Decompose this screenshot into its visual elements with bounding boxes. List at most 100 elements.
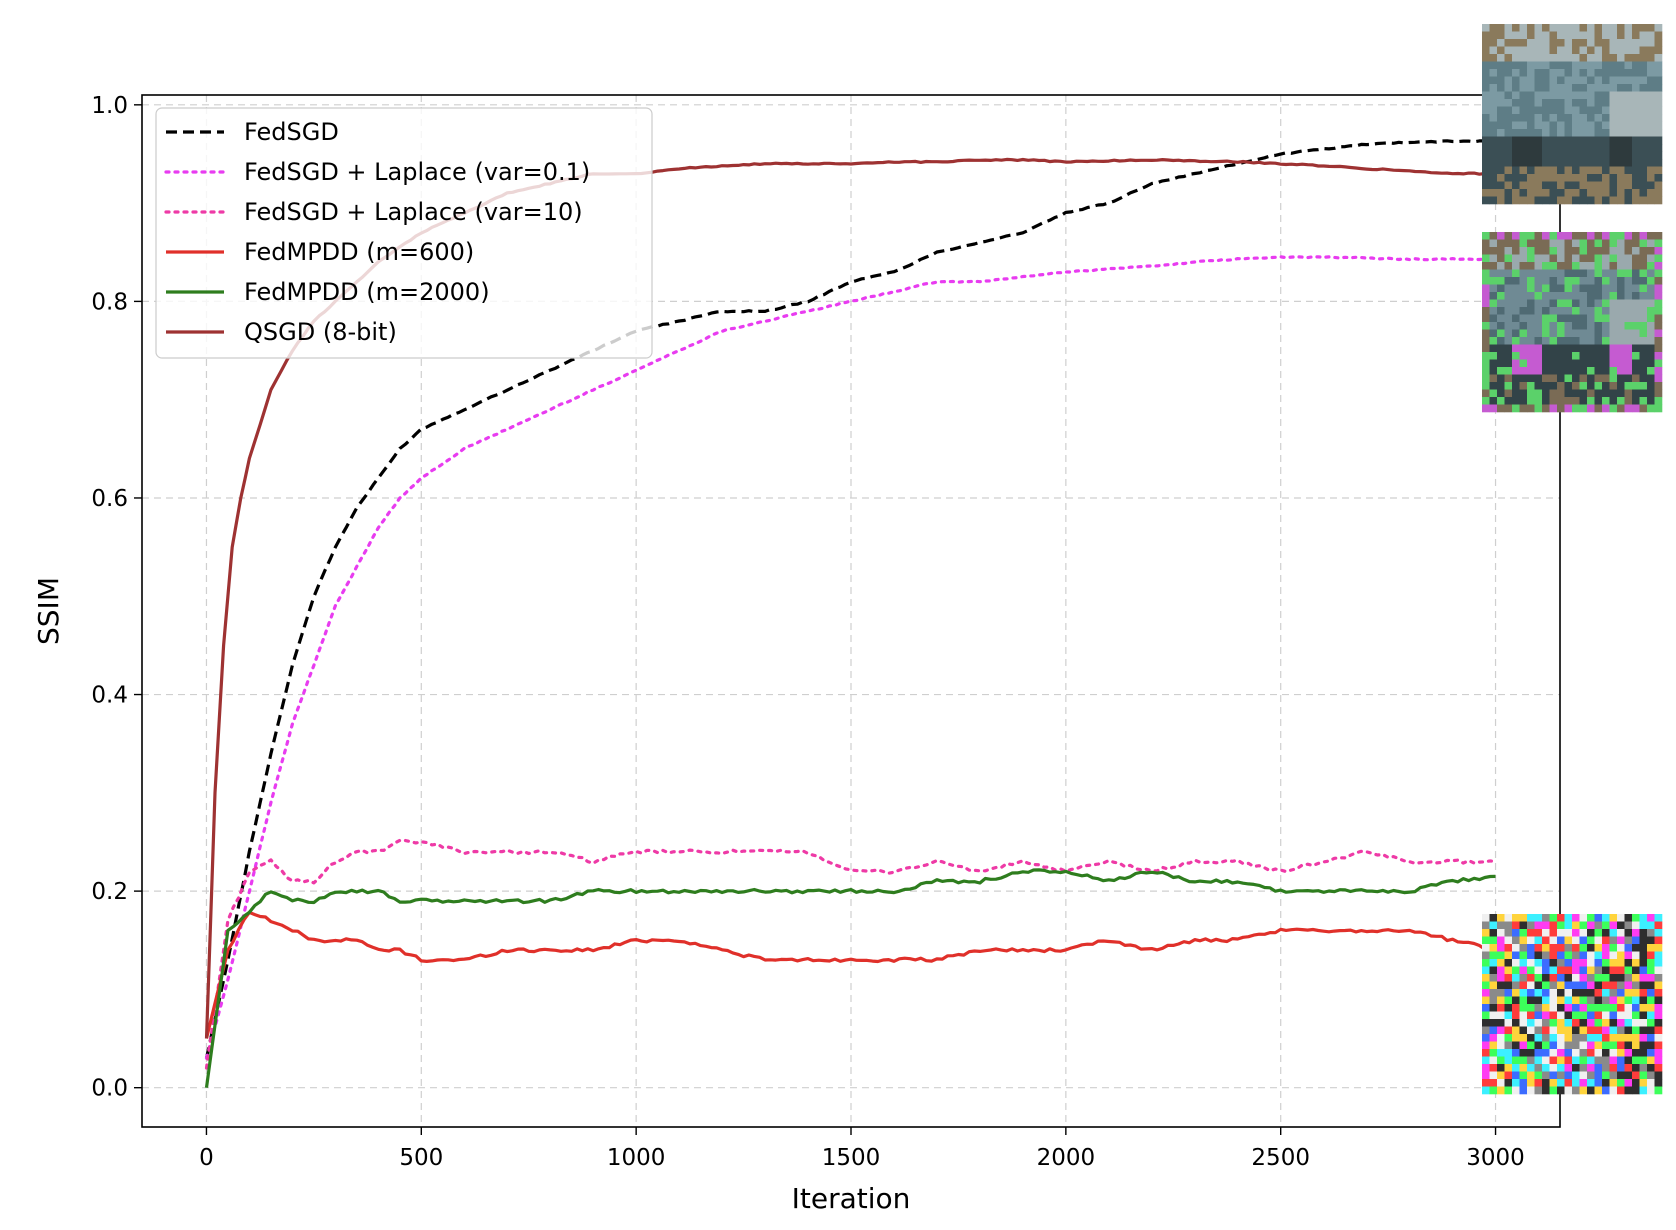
- reconstruction-noisy-car-pixel: [1497, 337, 1505, 345]
- reconstruction-noisy-car-pixel: [1527, 374, 1535, 383]
- reconstruction-clean-car-pixel: [1512, 151, 1520, 160]
- reconstruction-noise-pixel: [1632, 959, 1640, 967]
- reconstruction-noisy-car-pixel: [1527, 397, 1535, 405]
- reconstruction-noisy-car-pixel: [1632, 329, 1640, 338]
- reconstruction-noisy-car-pixel: [1482, 367, 1490, 375]
- reconstruction-noisy-car-pixel: [1639, 322, 1648, 330]
- reconstruction-clean-car-pixel: [1497, 144, 1505, 152]
- reconstruction-noisy-car-pixel: [1519, 292, 1528, 300]
- reconstruction-noisy-car-pixel: [1534, 374, 1543, 383]
- reconstruction-noisy-car-pixel: [1534, 247, 1543, 255]
- reconstruction-noise-pixel: [1564, 1034, 1573, 1042]
- reconstruction-noisy-car-pixel: [1579, 247, 1588, 255]
- reconstruction-clean-car-pixel: [1489, 166, 1498, 175]
- reconstruction-noisy-car-pixel: [1504, 344, 1513, 353]
- reconstruction-noisy-car-pixel: [1587, 344, 1595, 353]
- reconstruction-noisy-car-pixel: [1527, 239, 1535, 248]
- reconstruction-clean-car-pixel: [1617, 54, 1625, 62]
- reconstruction-noise-pixel: [1624, 936, 1633, 945]
- reconstruction-noise-pixel: [1564, 959, 1573, 967]
- reconstruction-noisy-car-pixel: [1557, 344, 1565, 353]
- reconstruction-clean-car-pixel: [1519, 84, 1528, 92]
- reconstruction-noise-pixel: [1512, 966, 1520, 975]
- reconstruction-clean-car-pixel: [1489, 39, 1498, 47]
- reconstruction-clean-car-pixel: [1519, 24, 1528, 32]
- reconstruction-clean-car-pixel: [1594, 121, 1603, 130]
- reconstruction-clean-car-pixel: [1572, 181, 1580, 190]
- reconstruction-clean-car-pixel: [1572, 54, 1580, 62]
- reconstruction-clean-car-pixel: [1557, 46, 1565, 55]
- reconstruction-clean-car-pixel: [1482, 159, 1490, 167]
- reconstruction-noise-pixel: [1572, 1086, 1580, 1095]
- reconstruction-noise-pixel: [1489, 1086, 1498, 1095]
- reconstruction-clean-car-pixel: [1504, 129, 1513, 137]
- reconstruction-clean-car-pixel: [1654, 54, 1663, 62]
- reconstruction-noise-pixel: [1519, 1026, 1528, 1035]
- reconstruction-noisy-car-pixel: [1632, 284, 1640, 293]
- reconstruction-noise-pixel: [1587, 1004, 1595, 1012]
- reconstruction-clean-car-pixel: [1489, 91, 1498, 100]
- reconstruction-noise-pixel: [1482, 981, 1490, 990]
- reconstruction-noisy-car-pixel: [1572, 314, 1580, 323]
- reconstruction-noise-pixel: [1647, 1011, 1655, 1020]
- reconstruction-noisy-car-pixel: [1489, 359, 1498, 368]
- reconstruction-noise-pixel: [1542, 1079, 1550, 1087]
- reconstruction-noisy-car-pixel: [1489, 277, 1498, 285]
- reconstruction-noise-pixel: [1534, 981, 1543, 990]
- reconstruction-noisy-car-pixel: [1534, 404, 1543, 413]
- reconstruction-noisy-car-pixel: [1587, 337, 1595, 345]
- reconstruction-noisy-car-pixel: [1482, 247, 1490, 255]
- reconstruction-noisy-car-pixel: [1489, 344, 1498, 353]
- reconstruction-noise-pixel: [1564, 989, 1573, 997]
- reconstruction-noisy-car-pixel: [1527, 382, 1535, 390]
- reconstruction-clean-car-pixel: [1654, 114, 1663, 122]
- reconstruction-noisy-car-pixel: [1587, 292, 1595, 300]
- reconstruction-clean-car-pixel: [1579, 121, 1588, 130]
- reconstruction-noisy-car-pixel: [1527, 359, 1535, 368]
- reconstruction-clean-car-pixel: [1504, 151, 1513, 160]
- reconstruction-noise-pixel: [1542, 974, 1550, 982]
- reconstruction-noisy-car-pixel: [1482, 292, 1490, 300]
- reconstruction-noise-pixel: [1647, 981, 1655, 990]
- reconstruction-noise-pixel: [1572, 1041, 1580, 1050]
- reconstruction-clean-car-pixel: [1519, 136, 1528, 145]
- reconstruction-noise-pixel: [1572, 1064, 1580, 1072]
- reconstruction-noisy-car-pixel: [1579, 374, 1588, 383]
- reconstruction-noise-pixel: [1542, 951, 1550, 960]
- reconstruction-clean-car-pixel: [1632, 24, 1640, 32]
- reconstruction-noisy-car-pixel: [1542, 232, 1550, 240]
- reconstruction-noise-pixel: [1549, 944, 1558, 952]
- reconstruction-noise-pixel: [1654, 944, 1663, 952]
- reconstruction-noise-pixel: [1519, 989, 1528, 997]
- reconstruction-clean-car-pixel: [1564, 99, 1573, 107]
- reconstruction-noise-pixel: [1482, 1049, 1490, 1057]
- reconstruction-noise-pixel: [1564, 1056, 1573, 1065]
- reconstruction-noise-pixel: [1572, 944, 1580, 952]
- reconstruction-clean-car-pixel: [1542, 84, 1550, 92]
- reconstruction-noise-pixel: [1504, 951, 1513, 960]
- reconstruction-clean-car-pixel: [1579, 76, 1588, 85]
- reconstruction-clean-car-pixel: [1534, 181, 1543, 190]
- reconstruction-noise-pixel: [1549, 1056, 1558, 1065]
- reconstruction-noise-pixel: [1512, 936, 1520, 945]
- reconstruction-noise-pixel: [1557, 1049, 1565, 1057]
- reconstruction-clean-car-pixel: [1489, 54, 1498, 62]
- reconstruction-clean-car-pixel: [1504, 159, 1513, 167]
- reconstruction-clean-car-pixel: [1482, 174, 1490, 182]
- reconstruction-noisy-car-pixel: [1482, 277, 1490, 285]
- reconstruction-noise-pixel: [1587, 1079, 1595, 1087]
- reconstruction-noise-pixel: [1527, 974, 1535, 982]
- reconstruction-noise-pixel: [1617, 1064, 1625, 1072]
- reconstruction-clean-car-pixel: [1542, 151, 1550, 160]
- reconstruction-clean-car-pixel: [1527, 76, 1535, 85]
- reconstruction-noisy-car-pixel: [1632, 397, 1640, 405]
- reconstruction-noise-pixel: [1482, 996, 1490, 1005]
- reconstruction-noise-pixel: [1557, 1026, 1565, 1035]
- reconstruction-noisy-car-pixel: [1534, 307, 1543, 315]
- reconstruction-clean-car-pixel: [1489, 151, 1498, 160]
- reconstruction-clean-car-pixel: [1564, 39, 1573, 47]
- reconstruction-noisy-car-pixel: [1654, 247, 1663, 255]
- reconstruction-clean-car-pixel: [1609, 196, 1618, 205]
- reconstruction-noisy-car-pixel: [1542, 307, 1550, 315]
- reconstruction-noise-pixel: [1504, 974, 1513, 982]
